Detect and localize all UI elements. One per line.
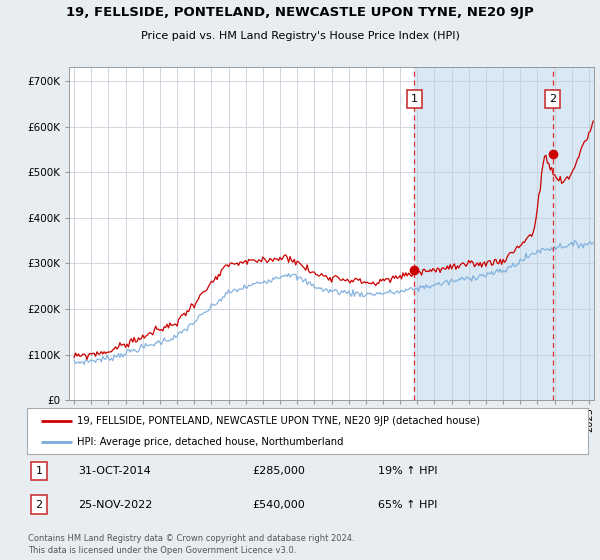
Text: 19% ↑ HPI: 19% ↑ HPI — [378, 466, 437, 476]
Text: 25-NOV-2022: 25-NOV-2022 — [78, 500, 152, 510]
Text: £540,000: £540,000 — [252, 500, 305, 510]
Text: £285,000: £285,000 — [252, 466, 305, 476]
Text: HPI: Average price, detached house, Northumberland: HPI: Average price, detached house, Nort… — [77, 437, 344, 447]
Text: 19, FELLSIDE, PONTELAND, NEWCASTLE UPON TYNE, NE20 9JP: 19, FELLSIDE, PONTELAND, NEWCASTLE UPON … — [66, 6, 534, 20]
Text: 2: 2 — [35, 500, 43, 510]
Text: 19, FELLSIDE, PONTELAND, NEWCASTLE UPON TYNE, NE20 9JP (detached house): 19, FELLSIDE, PONTELAND, NEWCASTLE UPON … — [77, 416, 481, 426]
Text: 65% ↑ HPI: 65% ↑ HPI — [378, 500, 437, 510]
Bar — [415, 67, 594, 400]
Text: Price paid vs. HM Land Registry's House Price Index (HPI): Price paid vs. HM Land Registry's House … — [140, 31, 460, 41]
Text: 2: 2 — [549, 94, 556, 104]
Text: Contains HM Land Registry data © Crown copyright and database right 2024.
This d: Contains HM Land Registry data © Crown c… — [28, 534, 355, 555]
Text: 31-OCT-2014: 31-OCT-2014 — [78, 466, 151, 476]
Text: 1: 1 — [35, 466, 43, 476]
Text: 1: 1 — [411, 94, 418, 104]
